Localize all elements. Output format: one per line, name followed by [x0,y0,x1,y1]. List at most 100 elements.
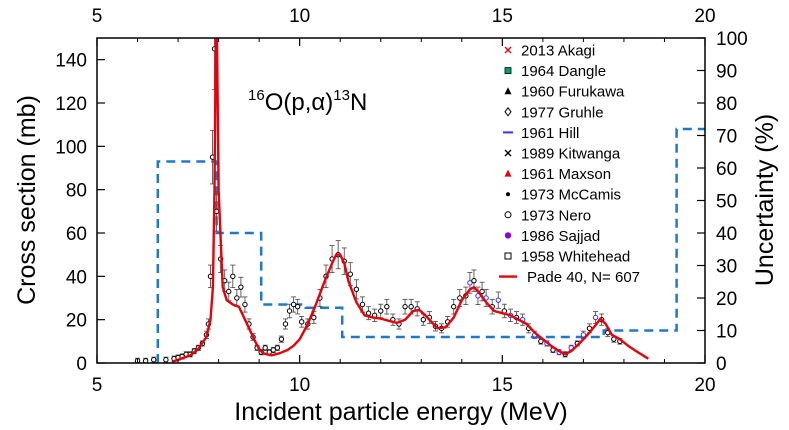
x-tick-label-top: 5 [92,6,103,27]
y-left-tick-label: 140 [55,51,87,72]
legend-label: Pade 40, N= 607 [527,269,640,286]
legend-symbol [504,46,512,54]
y-left-tick-label: 20 [66,311,87,332]
marker [347,271,354,277]
marker [262,345,268,351]
marker [408,303,414,310]
tick-labels: 5510101515202002040608010012014001020304… [55,6,747,396]
marker [226,288,232,295]
x-axis-title: Incident particle energy (MeV) [234,398,567,426]
marker [242,301,248,308]
data-point [390,313,396,326]
legend-symbol [504,252,512,260]
marker [450,303,457,310]
marker [359,301,366,308]
legend-item: 2013 Akagi [504,43,595,60]
x-tick-label-bottom: 10 [289,375,310,396]
marker [294,303,301,310]
y-right-tick-label: 90 [716,62,737,83]
legend-item: 1958 Whitehead [504,249,630,266]
tick-marks [96,37,706,364]
y-right-tick-label: 70 [716,127,737,148]
x-tick-label-bottom: 15 [492,375,513,396]
data-point [359,296,366,313]
reaction-mass-in: 16 [248,87,265,104]
legend-label: 1958 Whitehead [521,249,630,266]
uncertainty-line [156,127,705,363]
legend-symbol [504,169,512,177]
data-point [371,308,378,322]
legend-item: 1977 Gruhle [504,104,604,121]
marker [298,319,305,325]
legend-label: 1961 Maxson [521,166,611,183]
data-point [353,279,360,300]
reaction-label: 16O(p,α)13N [248,87,367,116]
legend-label: 1964 Dangle [521,63,606,80]
legend-symbol [504,87,512,95]
marker [142,358,149,363]
data-point [278,335,285,343]
legend-symbol [504,232,512,239]
marker [402,303,408,310]
data-point [294,298,301,315]
data-point [501,303,508,319]
y-axis-right-title: Uncertainty (%) [751,114,779,286]
marker [234,295,240,301]
marker [538,338,544,345]
uncertainty-series [156,127,705,363]
marker [479,288,485,295]
data-point [467,271,473,294]
y-right-tick-label: 10 [716,322,737,343]
data-point [286,303,293,319]
marker [420,316,426,323]
reaction-close: ) [325,89,333,116]
y-left-tick-label: 120 [55,94,87,115]
y-left-tick-label: 0 [76,354,87,375]
marker [592,314,599,321]
data-point [402,298,408,315]
legend: 2013 Akagi 1964 Dangle 1960 Furukawa 1977 G… [499,43,640,286]
y-right-tick-label: 80 [716,94,737,115]
data-point [290,296,297,313]
experimental-series [134,38,623,363]
marker [278,336,285,342]
data-point [151,356,157,363]
marker [580,332,587,338]
data-point [213,191,220,232]
marker [151,357,157,363]
data-point [298,316,305,328]
legend-item: 1973 Nero [504,207,591,224]
legend-label: 1973 Nero [521,207,591,224]
legend-label: 1989 Kitwanga [521,146,621,163]
marker [467,280,473,286]
y-right-tick-label: 20 [716,289,737,310]
legend-item: 1986 Sajjad [504,228,600,245]
marker [378,308,384,314]
y-left-tick-label: 80 [66,181,87,202]
marker [365,310,372,316]
y-right-tick-label: 60 [716,159,737,180]
marker [238,284,244,290]
legend-label: 1960 Furukawa [521,84,625,101]
data-point [262,344,268,351]
marker [163,357,169,363]
x-tick-label-top: 20 [694,6,715,27]
x-tick-label-top: 15 [492,6,513,27]
data-point [238,276,244,298]
marker [290,301,297,308]
marker [286,308,293,314]
reaction-target: O(p, [265,89,312,116]
legend-item: 1961 Maxson [504,166,611,183]
data-point [450,298,457,315]
marker [282,321,289,327]
data-point [274,344,281,351]
legend-symbol [504,106,512,117]
data-point [538,338,544,345]
y-right-tick-label: 30 [716,257,737,278]
y-left-tick-label: 40 [66,267,87,288]
legend-symbol [504,211,512,219]
y-right-tick-label: 50 [716,192,737,213]
y-right-tick-label: 100 [716,29,748,50]
data-point [592,311,599,324]
data-point [475,286,481,306]
